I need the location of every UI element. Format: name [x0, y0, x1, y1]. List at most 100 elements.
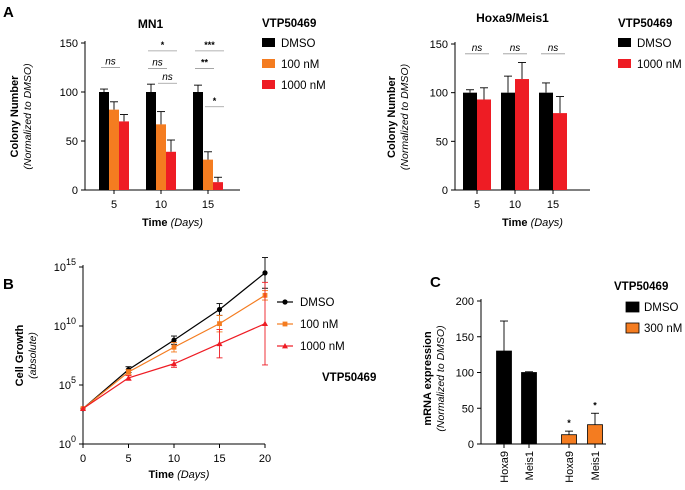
legend-swatch: [262, 80, 275, 89]
bar-dmso-meis1: [521, 372, 537, 445]
x-tick-label: 10: [509, 199, 521, 211]
legend-swatch: [618, 38, 631, 47]
data-point: [217, 321, 222, 327]
legend-label: 100 nM: [300, 319, 338, 331]
data-point: [80, 405, 86, 411]
bar-dmso-day5: [99, 92, 109, 190]
significance-label: ns: [510, 43, 521, 54]
y-tick-label: 100: [430, 88, 448, 100]
x-tick-label: Hoxa9: [499, 451, 511, 483]
panel-letter-b: B: [3, 276, 14, 293]
significance-label: ns: [472, 43, 483, 54]
bar-1000-nm-day5: [477, 99, 491, 190]
x-tick-label: Meis1: [590, 451, 602, 480]
x-tick-label: 10: [168, 453, 180, 465]
x-tick-label: 15: [213, 453, 225, 465]
legend-marker: [282, 299, 288, 305]
y-tick-label: 50: [436, 136, 448, 148]
significance-label: ns: [152, 58, 163, 69]
bar-dmso-day15: [193, 92, 203, 190]
significance-label: *: [161, 40, 165, 50]
bar-dmso-day10: [501, 92, 515, 190]
y-tick-label: 100: [456, 368, 474, 380]
bar-1000-nm-day10: [515, 79, 529, 190]
legend-label: 1000 nM: [637, 59, 682, 71]
significance-label: **: [201, 58, 209, 68]
significance-label: *: [567, 418, 571, 428]
x-tick-label: 10: [155, 199, 167, 211]
data-point: [125, 374, 132, 381]
y-tick-label: 150: [430, 39, 448, 51]
y-tick-label: 1015: [54, 257, 76, 274]
bar-1000-nm-day5: [119, 121, 129, 190]
chart-title: Hoxa9/Meis1: [476, 11, 549, 25]
legend-label: 100 nM: [281, 59, 319, 71]
panel-letter-a: A: [3, 4, 14, 21]
y-tick-label: 1010: [54, 316, 76, 333]
legend-title: VTP50469: [614, 281, 668, 293]
data-point: [171, 337, 177, 343]
significance-label: ns: [548, 43, 559, 54]
y-tick-label: 0: [72, 185, 78, 197]
legend-title: VTP50469: [322, 372, 376, 384]
x-tick-label: 0: [80, 453, 86, 465]
chart-title: MN1: [138, 17, 164, 31]
chart-mrna-expression: 0 50 100 150 200 Hoxa9 Meis1 Hoxa9 * Meis1 * mRNA e…: [422, 281, 682, 483]
bar-100-nm-day5: [109, 109, 119, 190]
legend-label: 1000 nM: [300, 341, 345, 353]
bar-300-nm-hoxa9: [561, 434, 577, 445]
bar-dmso-day15: [539, 92, 553, 190]
x-axis-label: Time (Days): [502, 217, 563, 229]
x-axis-label: Time (Days): [149, 469, 210, 481]
legend-label: DMSO: [637, 38, 672, 50]
y-tick-label: 150: [60, 38, 78, 50]
y-tick-label: 200: [456, 296, 474, 308]
data-point: [262, 320, 268, 327]
y-tick-label: 50: [66, 136, 78, 148]
data-point: [126, 369, 131, 375]
y-axis-sublabel: (Normalized to DMSO): [399, 64, 411, 170]
legend-label: DMSO: [644, 302, 679, 314]
legend-swatch: [262, 38, 275, 47]
bar-1000-nm-day10: [166, 151, 176, 190]
significance-label: ***: [204, 40, 215, 50]
y-axis-sublabel: (Normalized to DMSO): [22, 63, 34, 169]
x-tick-label: 20: [259, 453, 271, 465]
legend-title: VTP50469: [618, 18, 672, 30]
legend-label: DMSO: [300, 297, 335, 309]
y-tick-label: 100: [60, 87, 78, 99]
y-tick-label: 105: [59, 375, 76, 392]
bar-100-nm-day10: [156, 124, 166, 190]
x-tick-label: Meis1: [524, 451, 536, 480]
legend-swatch: [625, 301, 640, 313]
data-point: [216, 340, 223, 347]
x-axis-label: Time (Days): [142, 217, 203, 229]
legend-label: 300 nM: [644, 323, 682, 335]
y-axis-label: mRNA expression: [422, 331, 434, 426]
legend-label: 1000 nM: [281, 80, 326, 92]
legend-marker: [282, 343, 288, 349]
data-point: [216, 306, 223, 313]
legend-swatch: [262, 59, 275, 68]
y-axis-label: Colony Number: [386, 75, 398, 158]
x-tick-label: 5: [125, 453, 131, 465]
bar-100-nm-day15: [203, 159, 213, 190]
bar-1000-nm-day15: [213, 182, 223, 190]
bar-dmso-day5: [463, 92, 477, 190]
significance-label: ns: [105, 57, 116, 68]
bar-1000-nm-day15: [553, 113, 567, 190]
y-axis-label: Colony Number: [9, 75, 21, 158]
legend-marker: [282, 321, 288, 327]
legend-swatch: [618, 59, 631, 68]
data-point: [171, 344, 177, 350]
data-point: [262, 270, 268, 276]
y-tick-label: 0: [442, 185, 448, 197]
bar-dmso-hoxa9: [496, 350, 512, 445]
legend-swatch: [625, 322, 640, 334]
y-axis-sublabel: (Normalized to DMSO): [435, 325, 447, 431]
y-tick-label: 50: [462, 403, 474, 415]
bar-dmso-day10: [146, 92, 156, 190]
